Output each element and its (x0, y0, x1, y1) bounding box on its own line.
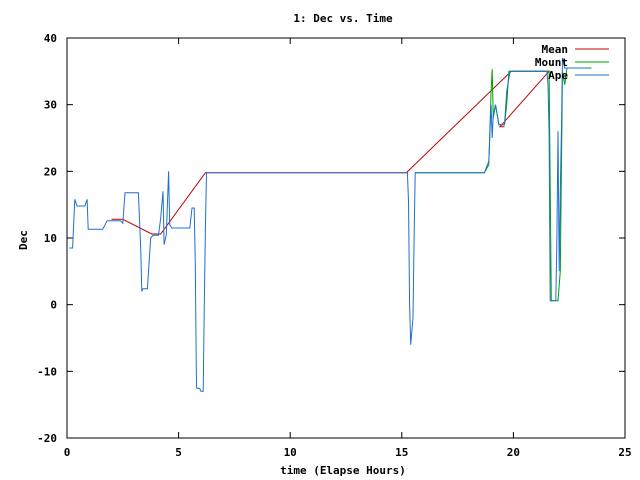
y-tick-label: 30 (44, 99, 57, 112)
legend-label-mean: Mean (542, 43, 569, 56)
y-axis: -20 -10 0 10 20 30 40 (37, 32, 625, 445)
x-tick-label: 5 (175, 446, 182, 459)
y-tick-label: 0 (50, 299, 57, 312)
x-tick-label: 10 (284, 446, 297, 459)
y-axis-label: Dec (17, 230, 30, 250)
x-tick-label: 25 (618, 446, 631, 459)
legend-label-ape: Ape (548, 69, 568, 82)
series-lines (69, 57, 592, 392)
series-line-ape (69, 57, 588, 392)
legend-label-mount: Mount (535, 56, 568, 69)
x-axis-label: time (Elapse Hours) (280, 464, 406, 477)
y-tick-label: 40 (44, 32, 57, 45)
y-tick-label: 20 (44, 165, 57, 178)
x-tick-label: 0 (64, 446, 71, 459)
y-tick-label: -10 (37, 365, 57, 378)
y-tick-label: 10 (44, 232, 57, 245)
y-tick-label: -20 (37, 432, 57, 445)
x-tick-label: 20 (507, 446, 520, 459)
chart-title: 1: Dec vs. Time (293, 12, 393, 25)
series-line-mount (415, 67, 592, 302)
series-line-mean (111, 70, 551, 235)
x-axis: 0 5 10 15 20 25 (64, 38, 632, 459)
x-tick-label: 15 (395, 446, 408, 459)
